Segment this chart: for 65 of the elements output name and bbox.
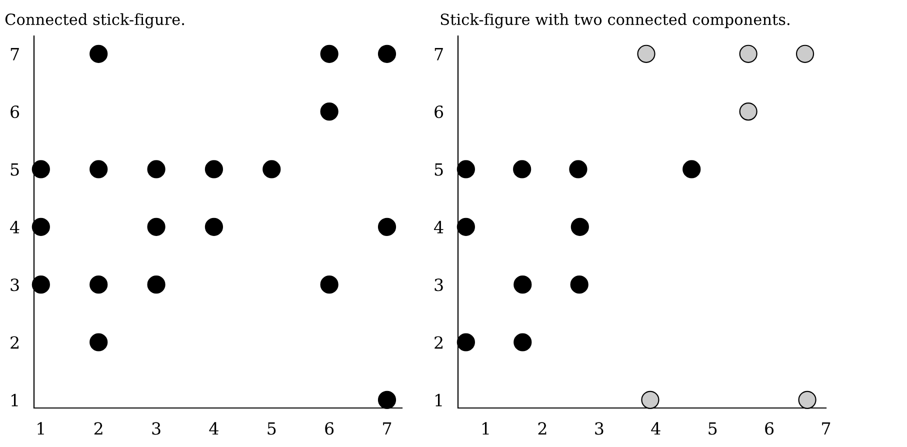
y-tick-label: 6 [434,106,444,118]
point [90,333,108,352]
point [378,218,396,236]
point [456,160,475,178]
x-tick-label: 2 [94,422,102,435]
chart-title: Stick-figure with two connected components. [440,13,790,28]
point [456,333,475,352]
x-tick-label: 1 [482,422,489,435]
x-tick-label: 1 [38,422,44,435]
point [90,44,108,63]
point [796,44,814,63]
point [320,276,338,294]
y-tick-label: 1 [12,394,18,406]
x-tick-label: 4 [651,422,660,435]
x-tick-label: 2 [538,422,546,435]
x-tick-label: 5 [268,422,276,435]
point [682,160,701,178]
point [637,44,656,63]
point [262,160,281,178]
point [320,44,338,63]
point [320,102,338,121]
point [456,218,475,236]
point [641,390,660,409]
point [739,44,758,63]
y-tick-label: 3 [10,278,19,292]
x-tick-label: 6 [765,422,774,435]
point [378,44,396,63]
x-tick-label: 3 [595,422,604,435]
y-tick-label: 7 [10,48,19,60]
y-tick-label: 3 [434,278,443,292]
y-tick-label: 4 [434,220,444,234]
point [204,160,224,178]
point [32,218,50,236]
point [513,160,532,178]
point [90,276,108,294]
x-tick-label: 4 [209,422,218,435]
point [570,276,588,294]
y-tick-label: 1 [436,394,442,406]
point [147,160,166,178]
x-tick-label: 6 [325,422,334,435]
x-tick-label: 3 [152,422,160,435]
y-tick-label: 2 [434,336,442,349]
point [514,333,532,352]
y-tick-label: 5 [10,163,19,176]
point [147,276,166,294]
point [798,390,816,409]
x-tick-label: 5 [708,422,717,435]
point [569,160,588,178]
point [32,276,50,294]
y-tick-label: 6 [10,106,20,118]
point [570,218,589,236]
point [147,218,166,236]
x-tick-label: 7 [822,422,830,435]
y-tick-label: 2 [10,336,18,349]
point [32,160,50,178]
x-tick-label: 7 [383,422,392,435]
y-tick-label: 4 [10,220,20,234]
point [739,102,758,121]
y-tick-label: 5 [434,163,443,176]
point [90,160,108,178]
point [204,218,224,236]
chart-title: Connected stick-figure. [5,13,184,28]
point [514,276,532,294]
point [378,390,396,409]
y-tick-label: 7 [434,48,443,60]
